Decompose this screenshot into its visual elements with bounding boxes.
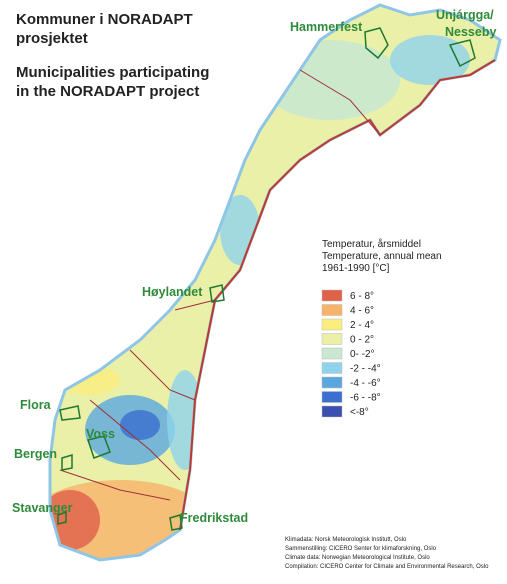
legend-label: 4 - 6°: [350, 306, 374, 317]
municipality-outlines: [57, 27, 476, 531]
title-en: in the NORADAPT project: [16, 83, 199, 100]
legend-swatch: [321, 391, 343, 403]
legend-swatch: [321, 362, 343, 374]
title-en: Municipalities participating: [16, 64, 209, 81]
legend-swatch: [321, 347, 343, 360]
legend-swatch: [321, 304, 343, 316]
legend-swatch: [321, 289, 343, 302]
title-no: prosjektet: [16, 30, 88, 47]
municipality-label: Nesseby: [445, 25, 496, 39]
municipality-label: Hammerfest: [290, 20, 363, 34]
credit: Climate data: Norwegian Meteorological I…: [285, 555, 430, 561]
title-no: Kommuner i NORADAPT: [16, 11, 193, 28]
municipality-label: Unjárgga/: [436, 8, 494, 22]
legend-label: <-8°: [350, 407, 369, 418]
legend-label: -6 - -8°: [350, 393, 381, 404]
legend-swatch: [321, 318, 343, 331]
municipality-label: Høylandet: [142, 285, 203, 299]
legend-label: 6 - 8°: [350, 291, 374, 302]
municipality-label: Stavanger: [12, 501, 73, 515]
county-borders: [59, 69, 381, 501]
legend-swatch: [321, 376, 343, 389]
legend-label: -2 - -4°: [350, 364, 381, 375]
legend-swatch: [321, 333, 343, 345]
legend-title: Temperature, annual mean: [322, 251, 442, 262]
legend-label: -4 - -6°: [350, 378, 381, 389]
credit: Klimadata: Norsk Meteorologisk Institutt…: [285, 537, 407, 543]
legend-title: Temperatur, årsmiddel: [322, 238, 421, 250]
legend-title: 1961-1990 [°C]: [322, 263, 390, 274]
credit: Sammenstilling: CICERO Senter for klimaf…: [285, 546, 437, 552]
municipality-label: Bergen: [14, 447, 57, 461]
municipality-label: Voss: [86, 427, 115, 441]
legend-label: 0- -2°: [350, 349, 375, 360]
legend-swatch: [321, 405, 343, 418]
municipality-label: Fredrikstad: [180, 511, 248, 525]
national-border: [179, 59, 496, 531]
legend-label: 2 - 4°: [350, 320, 374, 331]
credit: Compilation: CICERO Center for Climate a…: [285, 564, 489, 570]
legend-label: 0 - 2°: [350, 335, 374, 346]
municipality-label: Flora: [20, 398, 52, 412]
